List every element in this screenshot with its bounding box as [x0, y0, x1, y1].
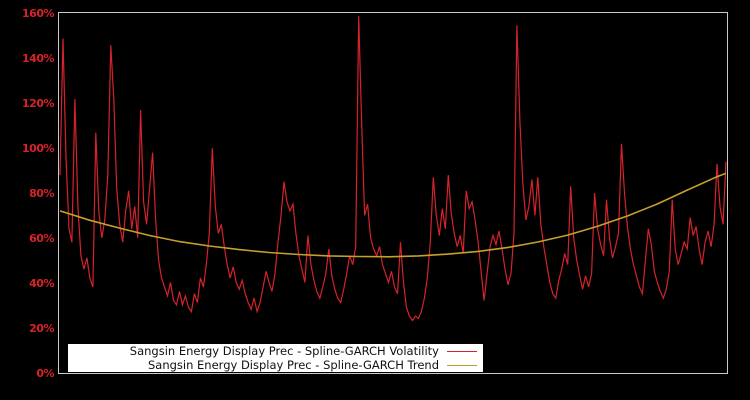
volatility-line-sample-icon	[447, 350, 477, 352]
legend: Sangsin Energy Display Prec - Spline-GAR…	[68, 344, 483, 372]
y-axis-tick-label: 120%	[22, 97, 54, 110]
y-axis-tick-label: 40%	[29, 277, 54, 290]
y-axis-tick-label: 100%	[22, 142, 54, 155]
legend-label-trend: Sangsin Energy Display Prec - Spline-GAR…	[147, 357, 439, 372]
y-axis-tick-label: 80%	[29, 187, 54, 200]
trend-line-sample-icon	[447, 364, 477, 366]
chart-series-svg	[59, 16, 727, 322]
y-axis-tick-label: 160%	[22, 7, 54, 20]
plot-area: Sangsin Energy Display Prec - Spline-GAR…	[58, 12, 728, 374]
legend-item-trend: Sangsin Energy Display Prec - Spline-GAR…	[68, 357, 483, 372]
y-axis-tick-label: 60%	[29, 232, 54, 245]
y-axis-tick-label: 140%	[22, 52, 54, 65]
legend-label-volatility: Sangsin Energy Display Prec - Spline-GAR…	[129, 343, 439, 358]
volatility-line	[59, 16, 727, 322]
trend-line	[59, 172, 727, 258]
y-axis-tick-label: 0%	[36, 367, 54, 380]
legend-item-volatility: Sangsin Energy Display Prec - Spline-GAR…	[68, 343, 483, 358]
y-axis-tick-label: 20%	[29, 322, 54, 335]
